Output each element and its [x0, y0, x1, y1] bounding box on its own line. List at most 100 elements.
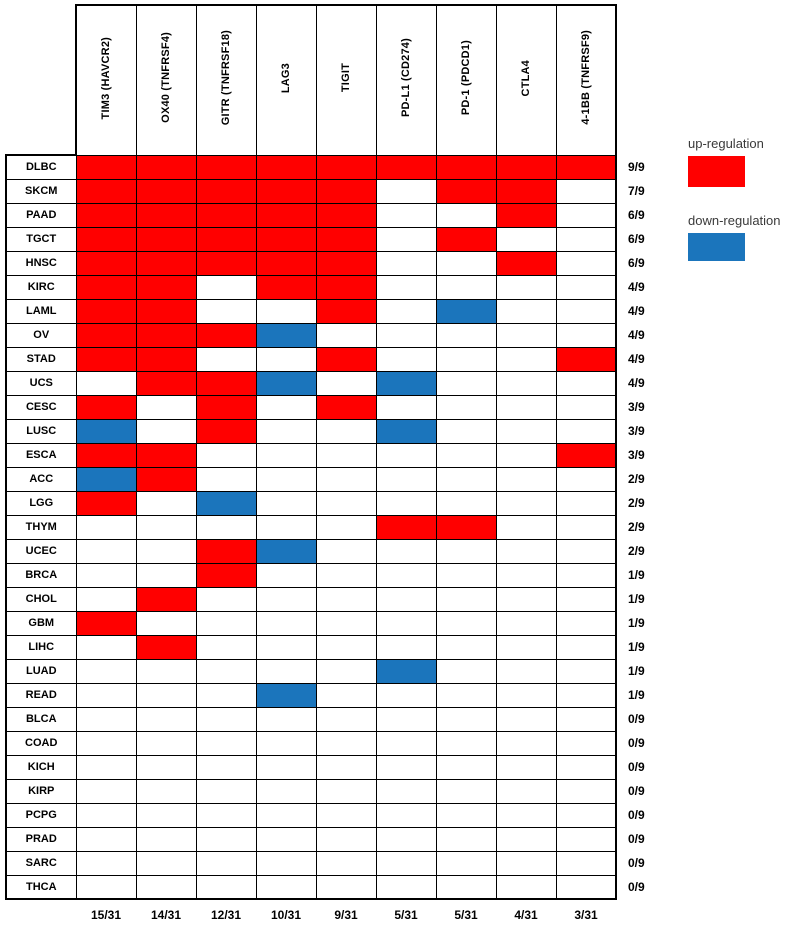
heatmap-cell [495, 178, 557, 204]
heatmap-cell [435, 154, 497, 180]
legend-up-label: up-regulation [688, 136, 764, 151]
heatmap-cell [375, 778, 437, 804]
heatmap-cell [555, 226, 617, 252]
heatmap-cell [495, 658, 557, 684]
heatmap-cell [495, 514, 557, 540]
heatmap-cell [555, 706, 617, 732]
heatmap-cell [375, 154, 437, 180]
heatmap-cell [135, 322, 197, 348]
heatmap-cell [75, 442, 137, 468]
heatmap-cell [195, 538, 257, 564]
heatmap-cell [555, 538, 617, 564]
column-header: OX40 (TNFRSF4) [135, 4, 197, 156]
heatmap-cell [255, 586, 317, 612]
heatmap-cell [75, 850, 137, 876]
row-total: 4/9 [616, 299, 671, 323]
row-label: LAML [5, 298, 77, 324]
heatmap-cell [435, 250, 497, 276]
heatmap-cell [315, 730, 377, 756]
heatmap-cell [255, 706, 317, 732]
heatmap-cell [255, 346, 317, 372]
heatmap-cell [495, 370, 557, 396]
heatmap-cell [255, 514, 317, 540]
heatmap-cell [375, 226, 437, 252]
heatmap-cell [555, 850, 617, 876]
heatmap-cell [195, 490, 257, 516]
heatmap-cell [375, 682, 437, 708]
column-total: 14/31 [136, 899, 196, 923]
heatmap-cell [435, 706, 497, 732]
heatmap-cell [435, 298, 497, 324]
heatmap-cell [195, 706, 257, 732]
heatmap-cell [135, 298, 197, 324]
heatmap-cell [315, 706, 377, 732]
heatmap-cell [75, 538, 137, 564]
heatmap-cell [195, 274, 257, 300]
heatmap-cell [315, 418, 377, 444]
heatmap-cell [195, 346, 257, 372]
row-total: 2/9 [616, 539, 671, 563]
heatmap-cell [375, 586, 437, 612]
heatmap-cell [555, 202, 617, 228]
row-total: 3/9 [616, 443, 671, 467]
corner-cell [6, 5, 76, 155]
heatmap-cell [495, 802, 557, 828]
heatmap-cell [555, 322, 617, 348]
heatmap-cell [255, 466, 317, 492]
heatmap-cell [555, 370, 617, 396]
heatmap-cell [195, 466, 257, 492]
row-label: LGG [5, 490, 77, 516]
column-header: CTLA4 [495, 4, 557, 156]
heatmap-cell [195, 586, 257, 612]
heatmap-cell [315, 634, 377, 660]
heatmap-cell [315, 394, 377, 420]
heatmap-cell [555, 658, 617, 684]
heatmap-cell [135, 802, 197, 828]
heatmap-cell [75, 202, 137, 228]
heatmap-cell [495, 874, 557, 900]
heatmap-cell [255, 538, 317, 564]
legend-up-swatch [688, 156, 745, 187]
heatmap-cell [495, 418, 557, 444]
heatmap-cell [195, 202, 257, 228]
heatmap-cell [495, 322, 557, 348]
heatmap-cell [255, 730, 317, 756]
heatmap-cell [255, 826, 317, 852]
row-label: PRAD [5, 826, 77, 852]
heatmap-cell [195, 514, 257, 540]
heatmap-cell [255, 394, 317, 420]
heatmap-cell [255, 178, 317, 204]
row-total: 4/9 [616, 275, 671, 299]
heatmap-cell [495, 850, 557, 876]
heatmap-cell [255, 682, 317, 708]
heatmap-cell [135, 370, 197, 396]
heatmap-cell [495, 154, 557, 180]
heatmap-cell [255, 250, 317, 276]
row-label: THCA [5, 874, 77, 900]
heatmap-cell [375, 442, 437, 468]
heatmap-cell [495, 586, 557, 612]
heatmap-cell [75, 586, 137, 612]
heatmap-cell [375, 658, 437, 684]
row-label: BRCA [5, 562, 77, 588]
row-total: 3/9 [616, 395, 671, 419]
heatmap-cell [555, 874, 617, 900]
heatmap-cell [315, 778, 377, 804]
heatmap-cell [195, 658, 257, 684]
row-total: 1/9 [616, 635, 671, 659]
column-header: TIM3 (HAVCR2) [75, 4, 137, 156]
row-total: 0/9 [616, 731, 671, 755]
heatmap-cell [435, 322, 497, 348]
heatmap-cell [555, 298, 617, 324]
heatmap-cell [435, 490, 497, 516]
heatmap-cell [555, 154, 617, 180]
heatmap-cell [435, 658, 497, 684]
heatmap-cell [135, 730, 197, 756]
heatmap-cell [315, 802, 377, 828]
heatmap-cell [375, 202, 437, 228]
heatmap-cell [435, 418, 497, 444]
heatmap-cell [255, 850, 317, 876]
heatmap-cell [135, 466, 197, 492]
heatmap-cell [375, 346, 437, 372]
heatmap-cell [135, 562, 197, 588]
